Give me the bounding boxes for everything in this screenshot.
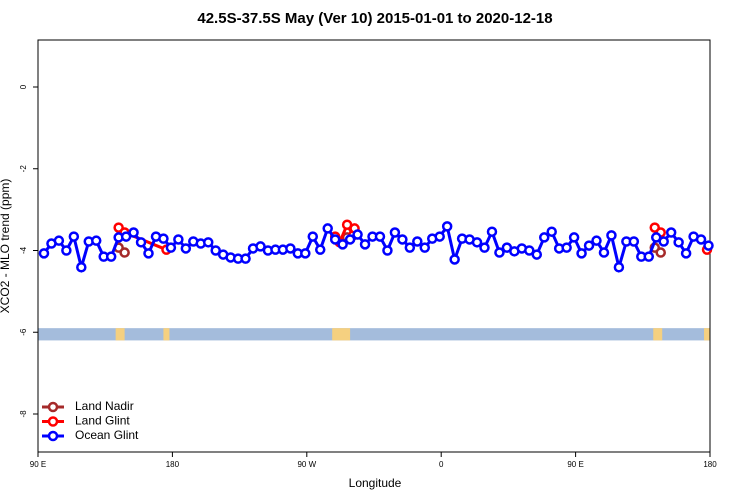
data-point: [105, 251, 117, 262]
data-point: [665, 227, 677, 238]
data-point: [568, 232, 580, 243]
data-point: [598, 247, 610, 258]
data-point: [344, 234, 356, 245]
data-point: [643, 251, 655, 262]
data-point: [255, 241, 266, 252]
data-point: [173, 234, 184, 245]
land-band: [115, 328, 125, 341]
data-point: [329, 234, 341, 245]
data-point: [680, 248, 692, 259]
x-tick-label: 0: [439, 460, 444, 469]
data-point: [135, 237, 147, 248]
data-point: [695, 234, 707, 245]
legend-marker: [47, 416, 59, 427]
data-point: [419, 242, 431, 253]
data-point: [76, 262, 87, 273]
data-point: [583, 240, 595, 251]
data-point: [61, 245, 72, 256]
x-tick-label: 180: [703, 460, 717, 469]
data-point: [397, 234, 408, 245]
y-tick-label: -4: [19, 246, 28, 254]
data-point: [650, 232, 662, 243]
data-point: [382, 245, 393, 256]
land-band: [332, 328, 351, 341]
data-point: [591, 235, 602, 246]
land-band: [653, 328, 663, 341]
land-band: [163, 328, 170, 341]
data-point: [337, 239, 348, 250]
data-point: [434, 231, 445, 242]
ocean-band: [38, 328, 710, 341]
x-tick-label: 90 E: [567, 460, 583, 469]
data-point: [673, 237, 684, 248]
data-point: [576, 248, 587, 259]
data-point: [119, 247, 130, 258]
data-point: [314, 244, 326, 255]
data-point: [210, 245, 221, 256]
legend-marker: [47, 430, 59, 442]
data-point: [240, 253, 251, 264]
data-point: [546, 226, 557, 237]
data-point: [359, 239, 371, 250]
data-point: [538, 232, 550, 243]
x-tick-label: 180: [166, 460, 180, 469]
data-point: [606, 230, 617, 241]
data-point: [158, 233, 169, 244]
data-point: [322, 223, 333, 234]
data-point: [449, 254, 460, 265]
data-point: [628, 236, 640, 247]
data-point: [143, 248, 154, 259]
land-band: [704, 328, 710, 341]
data-point: [38, 248, 50, 259]
data-point: [524, 245, 535, 256]
legend-label: Ocean Glint: [75, 428, 139, 442]
x-tick-label: 90 E: [30, 460, 46, 469]
data-point: [165, 242, 177, 253]
x-axis-label: Longitude: [349, 476, 402, 490]
data-point: [389, 227, 401, 238]
data-point: [128, 227, 139, 238]
y-axis-label: XCO2 - MLO trend (ppm): [0, 179, 12, 314]
y-tick-label: -6: [19, 328, 28, 336]
data-point: [479, 242, 490, 253]
data-point: [374, 231, 386, 242]
y-tick-label: 0: [19, 84, 28, 89]
x-tick-label: 90 W: [297, 460, 316, 469]
data-point: [285, 243, 296, 254]
data-point: [307, 231, 319, 242]
data-point: [655, 247, 666, 258]
data-point: [471, 237, 483, 248]
data-point: [412, 236, 423, 247]
data-point: [120, 231, 132, 242]
data-point: [404, 242, 416, 253]
data-point: [352, 229, 363, 240]
data-point: [300, 248, 311, 259]
legend-label: Land Glint: [75, 414, 130, 428]
data-point: [68, 231, 80, 242]
data-point: [703, 240, 714, 251]
y-tick-label: -8: [19, 410, 28, 418]
data-point: [90, 235, 102, 246]
legend-label: Land Nadir: [75, 399, 134, 413]
y-tick-label: -2: [19, 165, 28, 173]
data-point: [561, 242, 572, 253]
data-point: [53, 235, 65, 246]
data-point: [613, 262, 625, 273]
data-point: [202, 237, 214, 248]
legend-marker: [47, 401, 59, 413]
data-point: [180, 243, 192, 254]
data-point: [531, 249, 543, 260]
data-point: [658, 236, 669, 247]
data-point: [441, 221, 453, 232]
data-point: [494, 247, 505, 258]
chart-title: 42.5S-37.5S May (Ver 10) 2015-01-01 to 2…: [197, 10, 552, 27]
data-point: [486, 226, 498, 237]
